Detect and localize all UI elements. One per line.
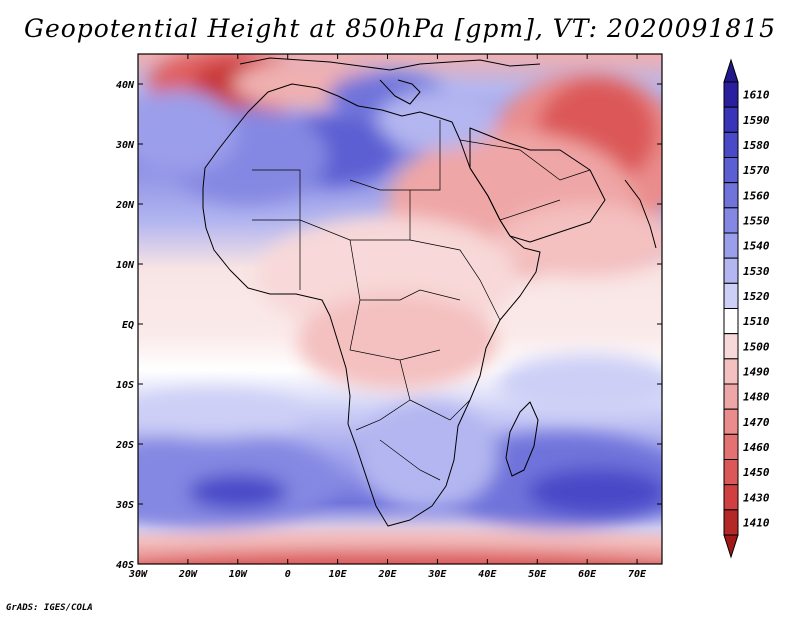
field-blob (187, 474, 288, 510)
y-tick-label: 20S (115, 440, 134, 451)
colorbar-label: 1450 (743, 466, 770, 479)
y-tick-label: 10N (116, 260, 135, 271)
colorbar-label: 1470 (743, 416, 770, 429)
x-axis: 30W 20W 10W 0 10E 20E 30E 40E 50E 60E 70E (128, 54, 647, 580)
x-tick-label: 70E (628, 569, 647, 580)
plot-frame (137, 53, 663, 565)
colorbar-swatch (723, 207, 739, 234)
x-tick-label: 20W (178, 569, 198, 580)
africa-coastline (202, 83, 541, 527)
colorbar-label: 1540 (743, 240, 770, 253)
colorbar-swatch (723, 232, 739, 259)
arabia-coastline (469, 127, 606, 243)
colorbar-label: 1610 (743, 89, 770, 102)
y-tick-label: 40N (116, 80, 135, 91)
x-tick-label: 50E (528, 569, 547, 580)
colorbar-swatch (723, 333, 739, 360)
field-blob (138, 90, 238, 174)
x-tick-label: 30E (427, 569, 447, 580)
x-tick-label: 10E (329, 569, 348, 580)
colorbar-label: 1520 (743, 290, 770, 303)
field-blob (297, 294, 498, 390)
map-plot-area (138, 54, 662, 564)
field-blob (527, 468, 662, 516)
height-field-blobs (138, 54, 662, 564)
colorbar-swatch (723, 358, 739, 385)
y-tick-label: 40S (116, 560, 134, 571)
colorbar-label: 1570 (743, 164, 770, 177)
chart-title: Geopotential Height at 850hPa [gpm], VT:… (23, 14, 777, 43)
colorbar-bottom-triangle (723, 534, 739, 559)
y-tick-label: 30S (115, 500, 134, 511)
colorbar-swatch (723, 282, 739, 310)
y-axis: 40N 30N 20N 10N EQ 10S 20S 30S 40S (115, 80, 662, 571)
x-tick-label: 40E (478, 569, 497, 580)
colorbar-swatch (723, 257, 739, 284)
colorbar: 1610 1590 1580 1570 1560 1550 1540 1530 1520 1510… (723, 58, 770, 559)
colorbar-swatch (723, 131, 739, 158)
grads-credit: GrADS: IGES/COLA (6, 603, 93, 613)
x-tick-label: 0 (285, 569, 291, 580)
colorbar-label: 1510 (743, 315, 770, 328)
colorbar-swatch (723, 308, 739, 335)
coastlines (202, 57, 657, 527)
field-blob (138, 549, 662, 564)
colorbar-swatch (723, 408, 739, 435)
colorbar-label: 1530 (743, 265, 770, 278)
field-blob (357, 402, 498, 510)
colorbar-label: 1490 (743, 365, 770, 378)
colorbar-swatch (723, 81, 739, 108)
europe-coastline (239, 57, 541, 105)
y-tick-label: 30N (115, 140, 135, 151)
x-tick-label: 10W (229, 569, 248, 580)
colorbar-swatch (723, 157, 739, 184)
colorbar-label: 1590 (743, 114, 770, 127)
india-coastline (624, 179, 657, 249)
x-tick-label: 30W (128, 569, 148, 580)
colorbar-label: 1410 (743, 516, 770, 529)
country-borders (252, 120, 591, 481)
colorbar-swatch (723, 509, 739, 536)
y-tick-label: EQ (122, 320, 134, 331)
colorbar-label: 1430 (743, 491, 770, 504)
colorbar-swatch (723, 106, 739, 133)
madagascar-coastline (505, 401, 539, 477)
y-tick-label: 10S (116, 380, 134, 391)
field-blob (138, 390, 303, 438)
colorbar-swatch (723, 182, 739, 209)
colorbar-swatch (723, 459, 739, 486)
colorbar-top-triangle (723, 58, 739, 83)
colorbar-swatch (723, 383, 739, 410)
colorbar-swatch (723, 484, 739, 511)
colorbar-label: 1460 (743, 441, 770, 454)
x-tick-label: 20E (377, 569, 397, 580)
field-blob (497, 354, 662, 414)
colorbar-label: 1500 (743, 340, 770, 353)
colorbar-swatch (723, 433, 739, 461)
x-tick-label: 60E (578, 569, 597, 580)
y-tick-label: 20N (115, 200, 135, 211)
colorbar-label: 1580 (743, 139, 770, 152)
colorbar-label: 1560 (743, 189, 770, 202)
colorbar-label: 1480 (743, 391, 770, 404)
colorbar-label: 1550 (743, 214, 770, 227)
field-blob (377, 90, 498, 150)
